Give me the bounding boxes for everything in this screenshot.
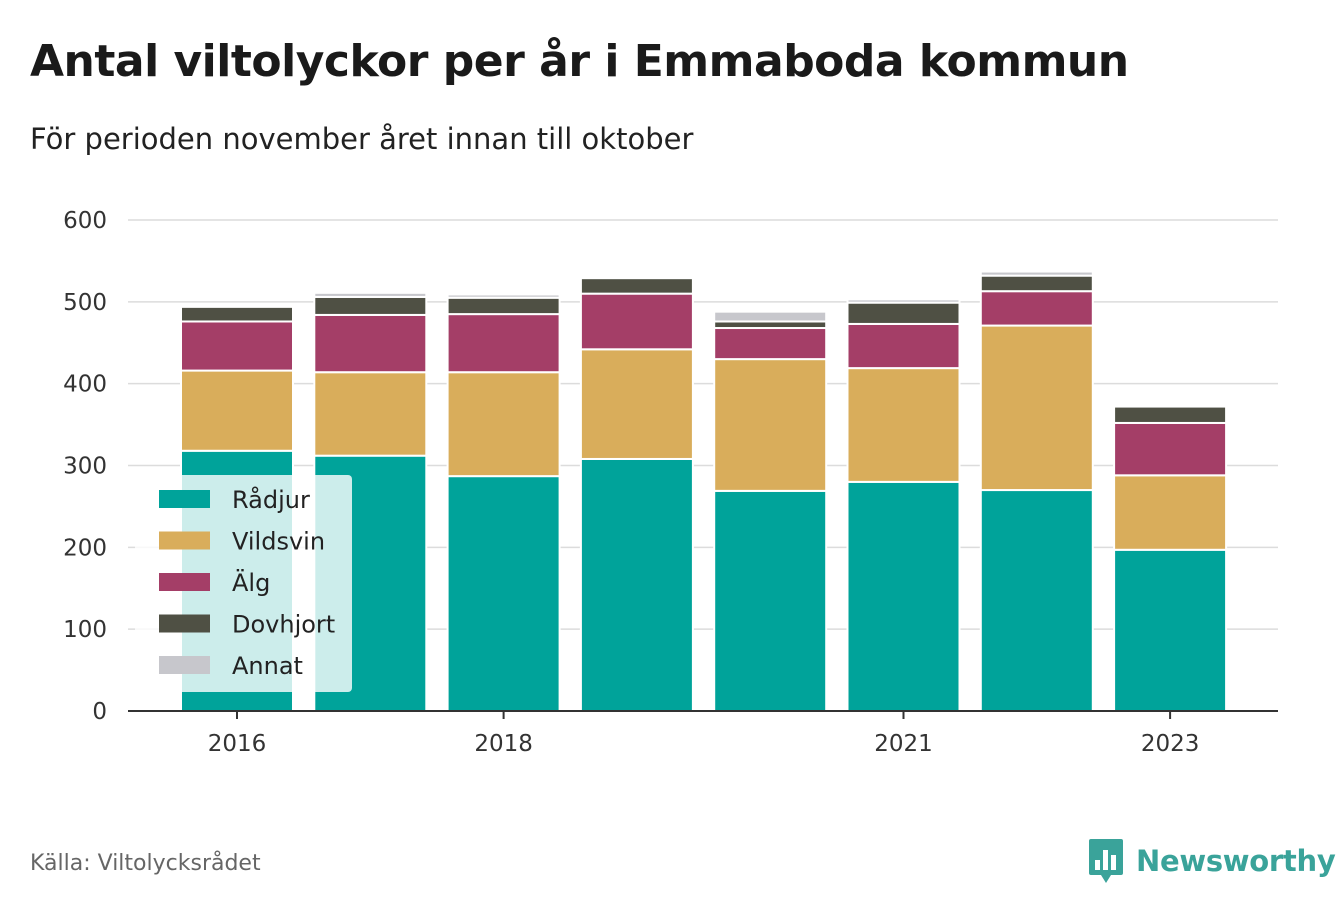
bar-segment xyxy=(1113,421,1228,477)
bar-segment xyxy=(846,367,961,483)
bar-segment xyxy=(979,290,1094,327)
legend-swatch xyxy=(159,490,210,508)
legend-swatch xyxy=(159,573,210,591)
bar-segment xyxy=(846,301,961,325)
source-note: Källa: Viltolycksrådet xyxy=(30,851,261,876)
bar-segment xyxy=(846,298,961,304)
bar-segment xyxy=(1113,474,1228,551)
brand-name: Newsworthy xyxy=(1136,844,1336,878)
y-tick-label: 400 xyxy=(63,372,107,398)
legend-swatch xyxy=(159,614,210,633)
bar-segment xyxy=(446,371,561,478)
bar-segment xyxy=(313,291,428,298)
x-tick-label: 2023 xyxy=(1141,731,1200,757)
y-tick-label: 0 xyxy=(92,699,107,725)
bar-segment xyxy=(579,275,694,280)
bar-segment xyxy=(713,327,828,361)
y-tick-label: 300 xyxy=(63,454,107,480)
legend-label: Vildsvin xyxy=(232,528,325,556)
legend-label: Annat xyxy=(232,652,303,680)
legend-box xyxy=(135,475,352,692)
bar-segment xyxy=(846,480,961,712)
bar-segment xyxy=(846,322,961,370)
bar-segment xyxy=(180,304,294,308)
bar-segment xyxy=(180,305,294,323)
legend-label: Dovhjort xyxy=(232,611,335,639)
legend-swatch xyxy=(159,531,210,550)
bar-chart-logo-icon xyxy=(1089,839,1123,883)
chart-title: Antal viltolyckor per år i Emmaboda komm… xyxy=(30,36,1129,87)
bar-segment xyxy=(979,270,1094,277)
y-tick-label: 200 xyxy=(63,535,107,561)
bar-segment xyxy=(446,296,561,316)
x-tick-label: 2021 xyxy=(874,731,933,757)
legend-label: Älg xyxy=(232,568,270,597)
bar-segment xyxy=(579,292,694,351)
bar-segment xyxy=(979,324,1094,492)
bar-segment xyxy=(180,369,294,452)
brand-logo: Newsworthy xyxy=(1088,838,1336,884)
x-tick-label: 2018 xyxy=(474,731,533,757)
legend-label: Rådjur xyxy=(232,485,310,514)
bar-segment xyxy=(1113,548,1228,712)
bar-segment xyxy=(446,293,561,299)
bar-segment xyxy=(713,489,828,713)
bar-segment xyxy=(446,313,561,374)
y-tick-label: 100 xyxy=(63,617,107,643)
bar-segment xyxy=(979,489,1094,712)
bar-segment xyxy=(1113,405,1228,424)
bar-segment xyxy=(313,295,428,316)
legend-swatch xyxy=(159,656,210,674)
bar-segment xyxy=(979,274,1094,293)
bar-segment xyxy=(579,348,694,460)
bar-segment xyxy=(313,313,428,374)
x-tick-label: 2016 xyxy=(208,731,267,757)
bar-segment xyxy=(579,457,694,712)
y-tick-label: 500 xyxy=(63,290,107,316)
bar-segment xyxy=(579,277,694,295)
bar-segment xyxy=(713,310,828,323)
bar-segment xyxy=(713,358,828,492)
chart-subtitle: För perioden november året innan till ok… xyxy=(30,122,694,156)
y-tick-label: 600 xyxy=(63,208,107,234)
bar-segment xyxy=(446,475,561,712)
bar-segment xyxy=(313,371,428,457)
bar-segment xyxy=(180,320,294,372)
